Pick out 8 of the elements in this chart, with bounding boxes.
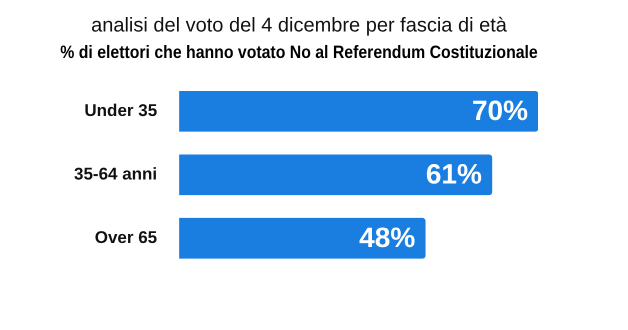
chart-subtitle: % di elettori che hanno votato No al Referendum Costituzionale <box>60 42 538 62</box>
data-label: 48% <box>359 222 416 253</box>
y-tick-label: Under 35 <box>84 101 158 120</box>
y-tick-label: 35-64 anni <box>74 164 158 184</box>
chart-title: analisi del voto del 4 dicembre per fascia di età <box>91 14 508 37</box>
data-label: 70% <box>472 95 528 126</box>
y-tick-label: Over 65 <box>94 228 158 247</box>
data-label: 61% <box>426 158 482 190</box>
